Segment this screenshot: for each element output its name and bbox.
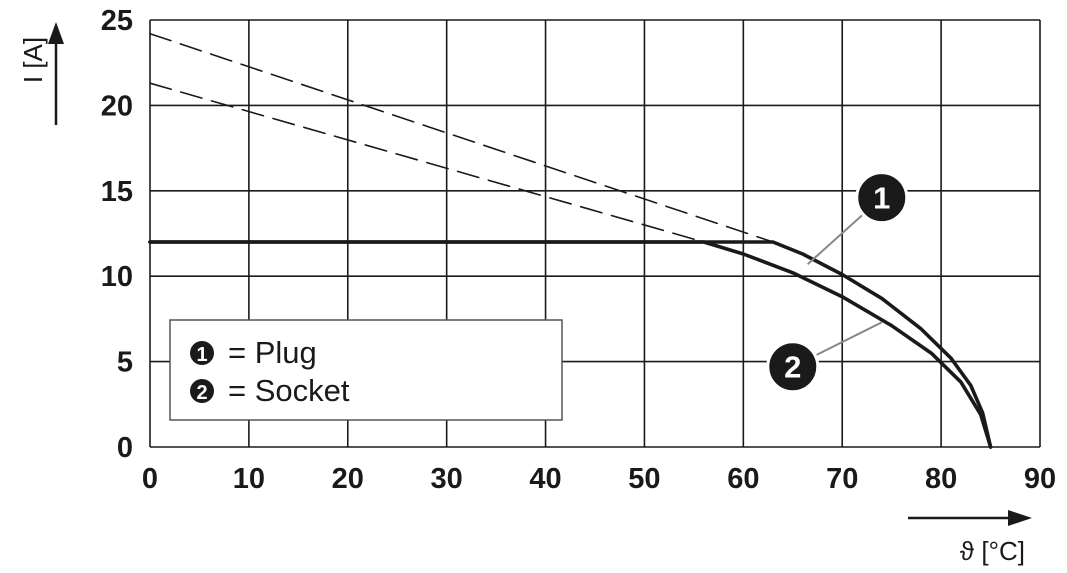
dashed-extension-lines [149,32,774,243]
x-axis-label-group: ϑ [°C] [908,510,1032,566]
annotations: 12 [766,171,909,394]
series-1-solid-line [148,240,993,449]
legend-badge-1-icon [190,341,214,365]
series-2-solid-line [148,240,993,449]
x-tick-label-80: 80 [925,463,957,495]
x-tick-label-90: 90 [1024,463,1056,495]
legend-label-socket: = Socket [228,373,350,408]
legend-label-plug: = Plug [228,335,317,370]
legend-entry-socket: 2 = Socket [190,373,350,408]
y-tick-label-15: 15 [101,176,133,208]
x-tick-label-20: 20 [332,463,364,495]
x-tick-label-40: 40 [529,463,561,495]
legend-badge-2-icon [190,379,214,403]
y-tick-label-0: 0 [117,432,133,464]
x-tick-label-30: 30 [431,463,463,495]
x-tick-label-50: 50 [628,463,660,495]
y-tick-label-10: 10 [101,261,133,293]
y-tick-label-25: 25 [101,5,133,37]
x-tick-label-70: 70 [826,463,858,495]
series-2-dashed-line [149,82,705,243]
series-1-dashed-line [149,32,774,243]
y-axis-arrow-icon [48,22,64,44]
x-tick-label-60: 60 [727,463,759,495]
x-axis-arrow-icon [1008,510,1032,526]
annotation-2-number: 2 [784,350,801,385]
legend-box [169,319,563,421]
legend-badge-2-number: 2 [196,382,207,404]
legend-entry-plug: 1 = Plug [190,335,317,370]
y-tick-label-20: 20 [101,90,133,122]
y-tick-label-5: 5 [117,347,133,379]
legend-badge-1-number: 1 [196,344,207,366]
x-axis-label: ϑ [°C] [960,536,1025,566]
y-tick-labels: 0 5 10 15 20 25 [101,5,133,464]
annotation-2-badge-icon [766,340,820,394]
legend: 1 = Plug 2 = Socket [169,319,563,421]
y-axis-label-group: I [A] [18,22,64,125]
x-tick-label-0: 0 [142,463,158,495]
x-tick-label-10: 10 [233,463,265,495]
derating-curves [148,240,993,449]
annotation-1-badge-icon [855,171,909,225]
y-axis-label: I [A] [18,37,48,83]
annotation-1-number: 1 [873,181,890,216]
x-tick-labels: 0 10 20 30 40 50 60 70 80 90 [142,463,1056,495]
